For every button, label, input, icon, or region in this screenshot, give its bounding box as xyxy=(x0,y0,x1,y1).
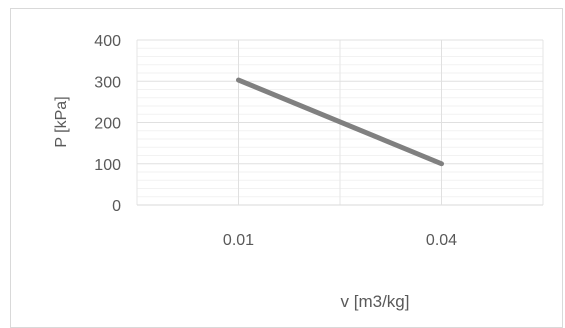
y-tick-label: 400 xyxy=(94,33,121,50)
line-chart: 0 100 200 300 400 0.01 0.04 P [kPa] v [m3/kg] xyxy=(53,33,544,311)
series-line xyxy=(236,77,444,167)
x-axis-label: v [m3/kg] xyxy=(341,292,410,311)
y-tick-label: 0 xyxy=(112,198,121,215)
data-series xyxy=(236,77,444,167)
chart-area xyxy=(10,8,563,328)
y-tick-labels: 0 100 200 300 400 xyxy=(94,33,121,215)
x-tick-label: 0.01 xyxy=(223,232,254,249)
y-tick-label: 300 xyxy=(94,74,121,91)
x-tick-label: 0.04 xyxy=(426,232,457,249)
major-gridlines xyxy=(137,39,543,206)
y-tick-label: 200 xyxy=(94,116,121,133)
y-axis-label: P [kPa] xyxy=(53,96,70,147)
y-tick-label: 100 xyxy=(94,157,121,174)
x-tick-labels: 0.01 0.04 xyxy=(223,232,457,249)
